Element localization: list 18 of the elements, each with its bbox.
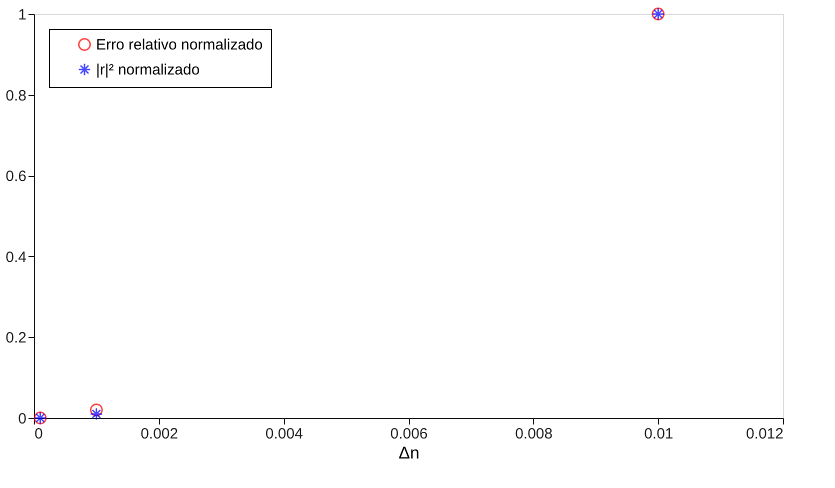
x-tick-label: 0.008 bbox=[515, 426, 553, 442]
x-axis-title: Δn bbox=[398, 444, 420, 462]
y-tick-label: 0.6 bbox=[6, 168, 26, 186]
x-tick-label: 0.004 bbox=[265, 426, 303, 442]
y-tick-label: 0 bbox=[18, 410, 26, 428]
x-tick-label: 0.006 bbox=[390, 426, 428, 442]
x-tick-label: 0.012 bbox=[746, 426, 784, 442]
point bbox=[90, 408, 103, 420]
y-tick-label: 1 bbox=[18, 6, 26, 24]
y-tick-label: 0.8 bbox=[6, 87, 26, 104]
x-tick-label: 0.01 bbox=[644, 426, 674, 442]
y-tick-label: 0.4 bbox=[6, 248, 26, 266]
legend-label: Erro relativo normalizado bbox=[96, 36, 263, 54]
y-tick-label: 0.2 bbox=[6, 330, 26, 347]
point bbox=[90, 403, 103, 416]
x-tick-label: 0 bbox=[34, 426, 43, 442]
legend-label: |r|² normalizado bbox=[96, 62, 200, 78]
x-tick-label: 0.002 bbox=[140, 426, 178, 442]
